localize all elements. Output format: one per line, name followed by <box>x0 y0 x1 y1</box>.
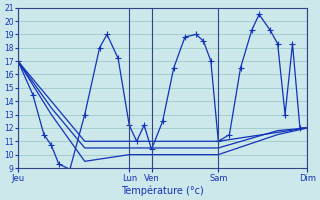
X-axis label: Température (°c): Température (°c) <box>121 185 204 196</box>
